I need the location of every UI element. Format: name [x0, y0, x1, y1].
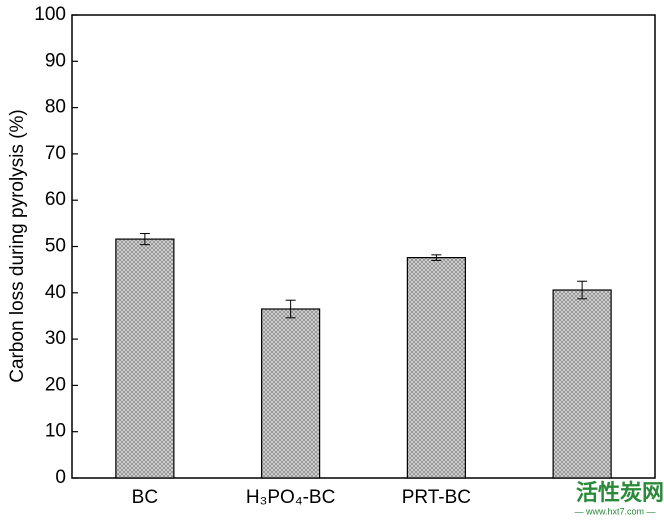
bar [406, 257, 466, 479]
y-tick-label: 30 [45, 328, 66, 349]
error-bar [577, 280, 588, 300]
y-tick-label: 0 [55, 467, 66, 488]
watermark-url: — www.hxt7.com — [574, 506, 655, 516]
y-tick-label: 60 [45, 189, 66, 210]
y-tick-label: 90 [45, 50, 66, 71]
y-axis-label: Carbon loss during pyrolysis (%) [7, 109, 28, 383]
bar [261, 308, 321, 479]
y-tick-label: 40 [45, 282, 66, 303]
error-bar [139, 233, 150, 246]
watermark-title: 活性炭网 [576, 480, 664, 505]
y-tick-label: 10 [45, 421, 66, 442]
x-tick-label: BC [132, 487, 158, 508]
error-bar [431, 254, 442, 261]
y-tick-label: 80 [45, 97, 66, 118]
y-tick-label: 100 [34, 4, 66, 25]
x-tick-label: H₃PO₄-BC [246, 487, 335, 508]
bar [552, 289, 612, 479]
y-tick-label: 20 [45, 374, 66, 395]
error-bar [285, 299, 296, 319]
y-tick-label: 50 [45, 236, 66, 257]
y-tick-label: 70 [45, 143, 66, 164]
bar [115, 238, 175, 479]
x-tick-label: PRT-BC [402, 487, 471, 508]
